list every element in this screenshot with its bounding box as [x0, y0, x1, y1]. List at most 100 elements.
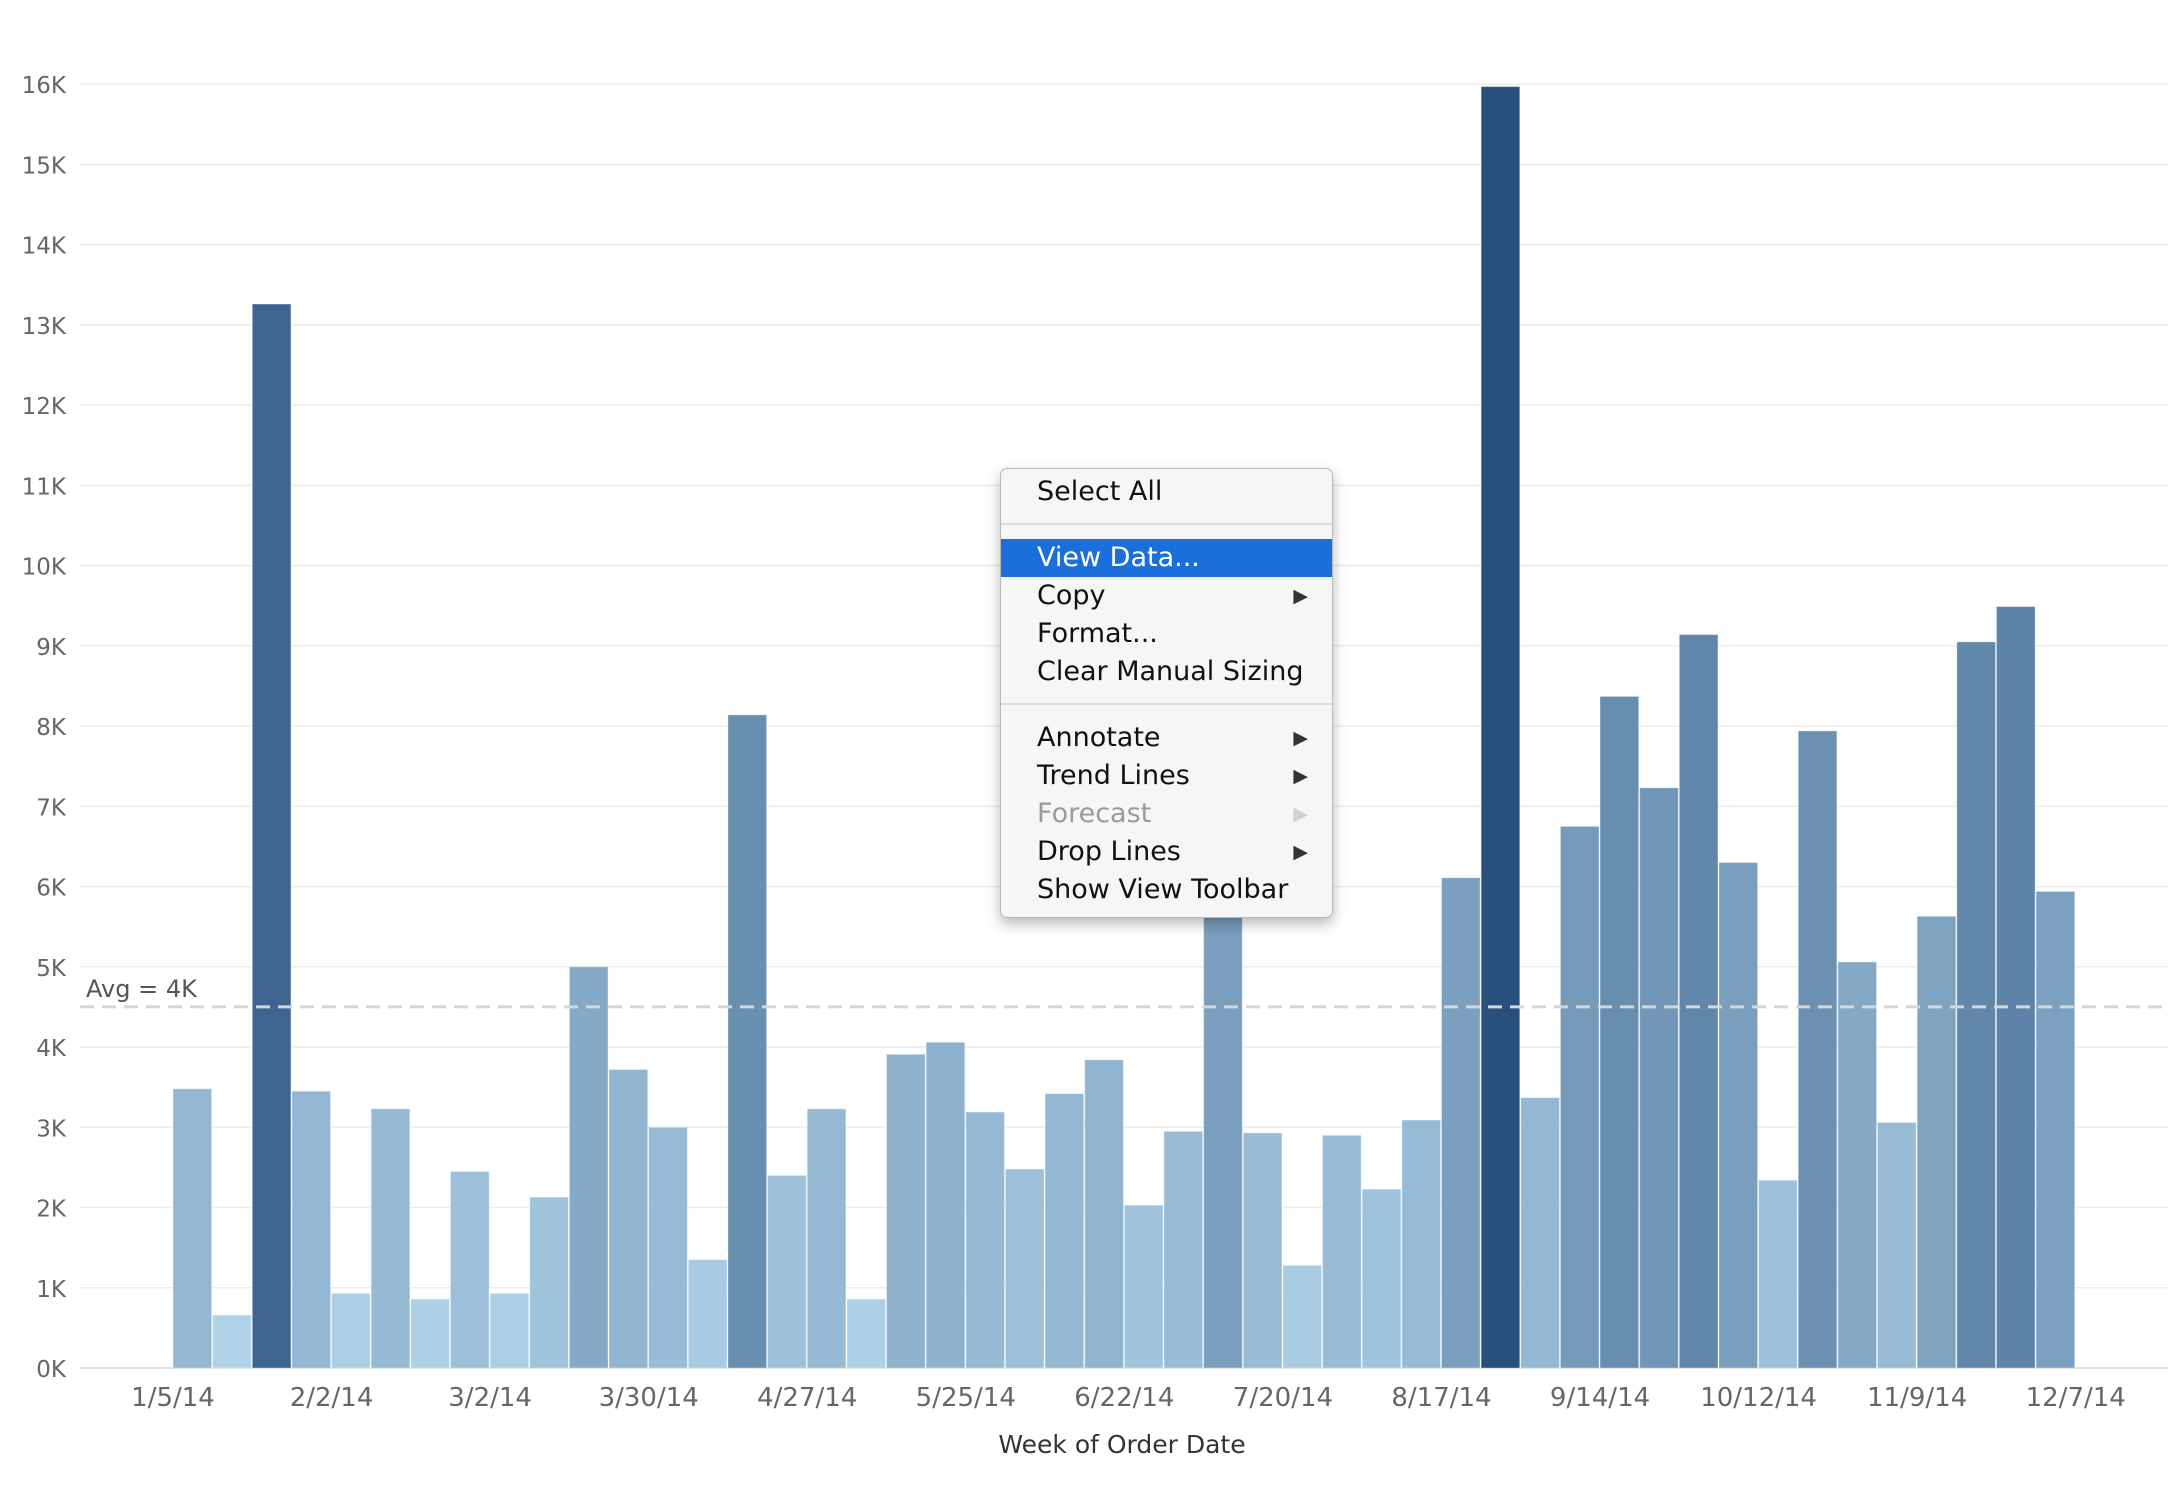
bar-2-9-14[interactable] — [370, 1108, 411, 1369]
bar-10-26-14[interactable] — [1837, 961, 1878, 1369]
bar-5-18-14[interactable] — [925, 1041, 966, 1369]
bar-6-15-14[interactable] — [1084, 1059, 1124, 1369]
bar-4-20-14[interactable] — [767, 1174, 807, 1369]
y-tick-label: 11K — [22, 474, 67, 500]
bar-9-14-14[interactable] — [1599, 695, 1640, 1369]
bar-2-23-14[interactable] — [449, 1170, 490, 1369]
bar-10-19-14[interactable] — [1797, 730, 1838, 1369]
menu-item-label: Annotate — [1037, 722, 1161, 753]
bar-7-6-14[interactable] — [1203, 870, 1243, 1369]
submenu-arrow-icon: ▶ — [1293, 727, 1308, 749]
submenu-arrow-icon: ▶ — [1293, 803, 1308, 825]
x-tick-label: 9/14/14 — [1550, 1383, 1650, 1413]
reference-line-group: Avg = 4K — [80, 975, 2168, 1009]
menu-item-clear-manual-sizing[interactable]: Clear Manual Sizing — [1001, 653, 1332, 691]
bar-8-24-14[interactable] — [1480, 86, 1521, 1369]
bar-5-25-14[interactable] — [965, 1111, 1005, 1369]
bar-3-30-14[interactable] — [648, 1126, 688, 1369]
bar-1-5-14[interactable] — [172, 1088, 213, 1369]
menu-item-label: Clear Manual Sizing — [1037, 656, 1304, 687]
bar-8-10-14[interactable] — [1401, 1119, 1441, 1369]
y-tick-label: 1K — [36, 1277, 67, 1303]
bar-11-9-14[interactable] — [1916, 915, 1957, 1369]
menu-item-label: Copy — [1037, 580, 1106, 611]
bar-3-23-14[interactable] — [608, 1069, 649, 1369]
bar-9-7-14[interactable] — [1559, 825, 1600, 1369]
menu-item-label: Show View Toolbar — [1037, 874, 1289, 905]
menu-item-forecast: Forecast ▶ — [1001, 795, 1332, 833]
x-tick-label: 3/30/14 — [599, 1383, 699, 1413]
x-tick-label: 11/9/14 — [1867, 1383, 1967, 1413]
x-tick-label: 5/25/14 — [916, 1383, 1016, 1413]
bar-7-13-14[interactable] — [1242, 1132, 1283, 1369]
menu-item-annotate[interactable]: Annotate ▶ — [1001, 719, 1332, 757]
x-tick-label: 1/5/14 — [131, 1383, 215, 1413]
x-tick-label: 6/22/14 — [1074, 1383, 1174, 1413]
bar-11-23-14[interactable] — [1995, 606, 2036, 1369]
bar-3-9-14[interactable] — [529, 1196, 569, 1369]
x-tick-label: 7/20/14 — [1233, 1383, 1333, 1413]
menu-item-label: Drop Lines — [1037, 836, 1181, 867]
bar-4-13-14[interactable] — [727, 714, 768, 1369]
bar-3-2-14[interactable] — [489, 1292, 530, 1369]
bar-9-28-14[interactable] — [1678, 634, 1719, 1369]
bar-6-8-14[interactable] — [1044, 1093, 1085, 1369]
bar-1-19-14[interactable] — [251, 303, 292, 1369]
bar-8-31-14[interactable] — [1520, 1097, 1560, 1369]
bar-5-11-14[interactable] — [886, 1053, 926, 1369]
bar-2-16-14[interactable] — [410, 1298, 450, 1369]
bar-3-16-14[interactable] — [568, 966, 609, 1369]
bar-11-30-14[interactable] — [2035, 890, 2076, 1369]
bar-7-20-14[interactable] — [1282, 1264, 1323, 1369]
menu-item-format[interactable]: Format... — [1001, 615, 1332, 653]
y-tick-label: 10K — [22, 555, 67, 581]
menu-item-trend-lines[interactable]: Trend Lines ▶ — [1001, 757, 1332, 795]
menu-item-label: Trend Lines — [1037, 760, 1190, 791]
bar-6-29-14[interactable] — [1163, 1130, 1204, 1369]
y-tick-label: 6K — [36, 876, 67, 902]
bar-1-26-14[interactable] — [291, 1090, 332, 1369]
menu-item-view-data[interactable]: View Data... — [1001, 539, 1332, 577]
y-tick-label: 9K — [36, 635, 67, 661]
x-tick-label: 4/27/14 — [757, 1383, 857, 1413]
bar-4-6-14[interactable] — [687, 1259, 728, 1369]
y-tick-label: 3K — [36, 1116, 67, 1142]
y-tick-label: 0K — [36, 1357, 67, 1383]
menu-item-label: View Data... — [1037, 542, 1200, 573]
y-tick-label: 12K — [22, 394, 67, 420]
bar-6-1-14[interactable] — [1004, 1168, 1045, 1369]
menu-item-drop-lines[interactable]: Drop Lines ▶ — [1001, 833, 1332, 871]
x-tick-label: 2/2/14 — [290, 1383, 374, 1413]
bar-8-3-14[interactable] — [1361, 1188, 1402, 1369]
bar-9-21-14[interactable] — [1639, 787, 1679, 1369]
bar-10-5-14[interactable] — [1718, 862, 1759, 1369]
x-tick-label: 12/7/14 — [2026, 1383, 2126, 1413]
submenu-arrow-icon: ▶ — [1293, 841, 1308, 863]
menu-item-copy[interactable]: Copy ▶ — [1001, 577, 1332, 615]
menu-item-label: Format... — [1037, 618, 1158, 649]
bar-series — [172, 86, 2076, 1369]
bar-8-17-14[interactable] — [1440, 877, 1481, 1369]
menu-separator — [1001, 703, 1332, 705]
bar-11-2-14[interactable] — [1877, 1121, 1917, 1369]
bar-7-27-14[interactable] — [1322, 1134, 1362, 1369]
bar-1-12-14[interactable] — [212, 1314, 252, 1369]
bar-5-4-14[interactable] — [846, 1298, 887, 1369]
x-tick-label: 10/12/14 — [1700, 1383, 1817, 1413]
bar-4-27-14[interactable] — [806, 1108, 847, 1369]
bar-10-12-14[interactable] — [1758, 1179, 1798, 1369]
menu-separator — [1001, 523, 1332, 525]
menu-item-show-view-toolbar[interactable]: Show View Toolbar — [1001, 871, 1332, 909]
y-tick-label: 8K — [36, 715, 67, 741]
y-tick-label: 2K — [36, 1197, 67, 1223]
bar-6-22-14[interactable] — [1123, 1204, 1164, 1369]
menu-item-select-all[interactable]: Select All — [1001, 473, 1332, 511]
x-axis-ticks: 1/5/14 2/2/14 3/2/14 3/30/14 4/27/14 5/25/14 6… — [131, 1383, 2126, 1413]
x-tick-label: 3/2/14 — [448, 1383, 532, 1413]
y-tick-label: 15K — [22, 153, 67, 179]
bar-11-16-14[interactable] — [1956, 641, 1996, 1369]
bar-2-2-14[interactable] — [331, 1292, 371, 1369]
context-menu: Select All View Data... Copy ▶ Format... Clea… — [1000, 468, 1333, 918]
